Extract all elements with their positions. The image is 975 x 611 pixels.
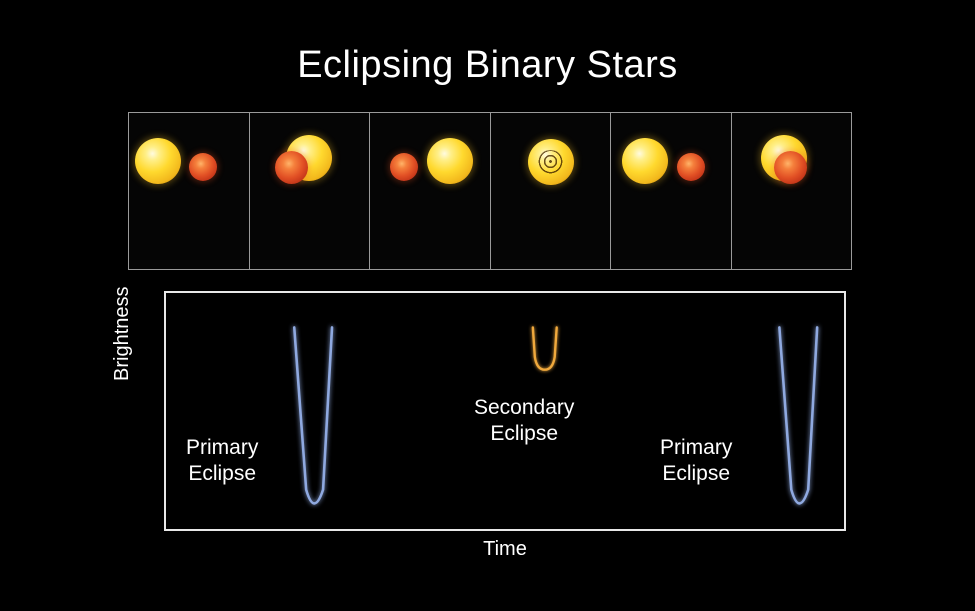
yellow-star-with-transit xyxy=(527,139,574,185)
yellow-star xyxy=(622,138,668,184)
primary-eclipse-label-2: Primary Eclipse xyxy=(660,435,732,488)
yellow-star xyxy=(135,138,181,184)
red-star xyxy=(677,153,705,181)
primary-eclipse-dip-2 xyxy=(778,326,819,505)
star-panel-1 xyxy=(129,113,250,269)
primary-eclipse-label-1-line1: Primary xyxy=(186,436,259,459)
light-curve-svg xyxy=(166,325,844,505)
y-axis-label: Brightness xyxy=(111,286,133,382)
primary-eclipse-label-2-line2: Eclipse xyxy=(662,462,731,486)
primary-eclipse-label-1-line2: Eclipse xyxy=(188,462,257,486)
light-curve-graph xyxy=(164,291,846,531)
red-star xyxy=(274,151,308,184)
star-panel-4 xyxy=(490,113,611,269)
page-title: Eclipsing Binary Stars xyxy=(297,44,678,86)
red-star xyxy=(189,153,217,181)
x-axis-label: Time xyxy=(483,538,527,560)
yellow-star xyxy=(427,138,473,184)
primary-eclipse-dip-1 xyxy=(292,326,334,505)
star-panel-5 xyxy=(611,113,732,269)
star-panel-2 xyxy=(249,113,370,269)
red-star xyxy=(773,151,807,184)
secondary-eclipse-label-line1: Secondary xyxy=(474,396,575,419)
star-sequence-panels xyxy=(128,112,852,270)
star-panel-3 xyxy=(370,113,491,269)
primary-eclipse-label-2-line1: Primary xyxy=(660,436,733,459)
red-star xyxy=(390,153,418,181)
star-panel-6 xyxy=(731,113,851,269)
primary-eclipse-label-1: Primary Eclipse xyxy=(186,435,258,488)
secondary-eclipse-label: Secondary Eclipse xyxy=(474,395,574,448)
secondary-eclipse-label-line2: Eclipse xyxy=(490,422,559,446)
secondary-eclipse-dip xyxy=(531,326,558,371)
